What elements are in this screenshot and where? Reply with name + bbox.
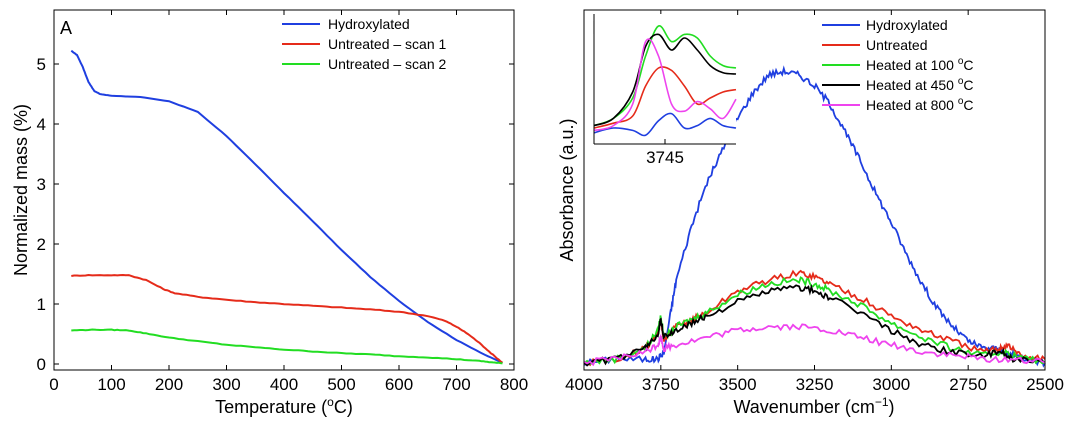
panel-a: 0 100 200 300 400 500 600 700 800 0 1 2 3 4 5 A Tempe… [11, 9, 528, 417]
panel-b-ylabel: Absorbance (a.u.) [557, 118, 577, 261]
x-tick-label: 600 [385, 375, 413, 394]
inset-series-line [593, 66, 737, 129]
series-line-hydroxylated [583, 65, 1046, 368]
series-line-heated-at-450-c [583, 283, 1046, 367]
x-tick-label: 3750 [642, 375, 680, 394]
inset-x-tick-label: 3745 [646, 148, 684, 167]
legend-label-hydroxylated: Hydroxylated [866, 17, 948, 33]
panel-a-label: A [60, 18, 72, 38]
series-line-heated-at-800-c [583, 323, 1046, 367]
panel-b-inset: 3745 [593, 14, 737, 167]
legend-label-untreated: Untreated [866, 37, 927, 53]
panel-b-xlabel: Wavenumber (cm−1) [733, 395, 894, 417]
x-tick-label: 100 [97, 375, 125, 394]
x-tick-label: 0 [49, 375, 58, 394]
x-tick-label: 500 [327, 375, 355, 394]
panel-b-legend: Hydroxylated Untreated Heated at 100 oC Hea… [822, 17, 974, 113]
x-tick-label: 400 [270, 375, 298, 394]
inset-series-line [593, 38, 737, 132]
x-tick-label: 2500 [1026, 375, 1064, 394]
y-tick-label: 2 [37, 235, 46, 254]
series-line-untreated-scan-1 [71, 273, 504, 364]
legend-label-untreated-scan-1: Untreated – scan 1 [328, 36, 447, 52]
legend-label-heated-at-100-c: Heated at 100 oC [866, 56, 974, 73]
legend-label-hydroxylated: Hydroxylated [328, 16, 410, 32]
x-tick-label: 300 [212, 375, 240, 394]
series-line-untreated-scan-2 [71, 328, 503, 365]
x-tick-label: 200 [155, 375, 183, 394]
series-line-hydroxylated [70, 49, 503, 364]
x-tick-label: 4000 [565, 375, 603, 394]
x-tick-label: 800 [500, 375, 528, 394]
inset-series-line [593, 33, 737, 127]
y-tick-label: 4 [37, 115, 46, 134]
legend-label-untreated-scan-2: Untreated – scan 2 [328, 56, 447, 72]
x-tick-label: 2750 [949, 375, 987, 394]
legend-label-heated-at-800-c: Heated at 800 oC [866, 96, 974, 113]
x-tick-label: 3250 [796, 375, 834, 394]
y-tick-label: 3 [37, 175, 46, 194]
y-tick-label: 5 [37, 55, 46, 74]
panel-a-lines [70, 49, 504, 365]
panel-a-ylabel: Normalized mass (%) [11, 104, 31, 276]
y-tick-label: 1 [37, 295, 46, 314]
panel-a-legend: Hydroxylated Untreated – scan 1 Untreated … [282, 16, 447, 72]
inset-lines [593, 25, 737, 137]
legend-label-heated-at-450-c: Heated at 450 oC [866, 76, 974, 93]
panel-a-xlabel: Temperature (oC) [215, 395, 353, 417]
inset-series-line [593, 112, 737, 137]
x-tick-label: 3000 [872, 375, 910, 394]
panel-b-lines [583, 65, 1046, 368]
inset-series-line [593, 25, 737, 127]
x-tick-label: 3500 [719, 375, 757, 394]
y-tick-label: 0 [37, 355, 46, 374]
x-tick-label: 700 [442, 375, 470, 394]
